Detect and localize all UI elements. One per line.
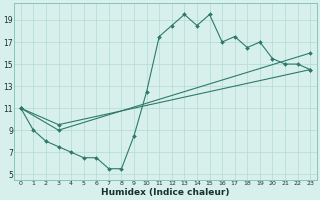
X-axis label: Humidex (Indice chaleur): Humidex (Indice chaleur) [101,188,230,197]
